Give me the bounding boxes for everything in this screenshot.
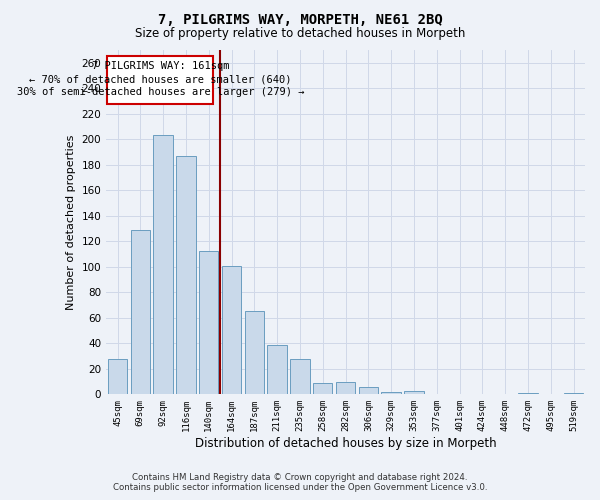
- Bar: [222, 266, 241, 394]
- Bar: [176, 156, 196, 394]
- Bar: [382, 392, 401, 394]
- Bar: [154, 136, 173, 394]
- Bar: [131, 230, 150, 394]
- Text: ← 70% of detached houses are smaller (640): ← 70% of detached houses are smaller (64…: [29, 74, 292, 84]
- X-axis label: Distribution of detached houses by size in Morpeth: Distribution of detached houses by size …: [195, 437, 496, 450]
- Bar: [290, 358, 310, 394]
- Bar: [404, 390, 424, 394]
- Bar: [313, 383, 332, 394]
- Bar: [564, 393, 583, 394]
- Text: 30% of semi-detached houses are larger (279) →: 30% of semi-detached houses are larger (…: [17, 87, 304, 97]
- Bar: [336, 382, 355, 394]
- Text: 7, PILGRIMS WAY, MORPETH, NE61 2BQ: 7, PILGRIMS WAY, MORPETH, NE61 2BQ: [158, 12, 442, 26]
- Text: Size of property relative to detached houses in Morpeth: Size of property relative to detached ho…: [135, 28, 465, 40]
- FancyBboxPatch shape: [107, 56, 214, 104]
- Bar: [108, 358, 127, 394]
- Text: 7 PILGRIMS WAY: 161sqm: 7 PILGRIMS WAY: 161sqm: [92, 62, 229, 72]
- Bar: [268, 344, 287, 395]
- Bar: [359, 386, 378, 394]
- Bar: [245, 312, 264, 394]
- Text: Contains HM Land Registry data © Crown copyright and database right 2024.
Contai: Contains HM Land Registry data © Crown c…: [113, 473, 487, 492]
- Bar: [199, 252, 218, 394]
- Y-axis label: Number of detached properties: Number of detached properties: [66, 134, 76, 310]
- Bar: [518, 393, 538, 394]
